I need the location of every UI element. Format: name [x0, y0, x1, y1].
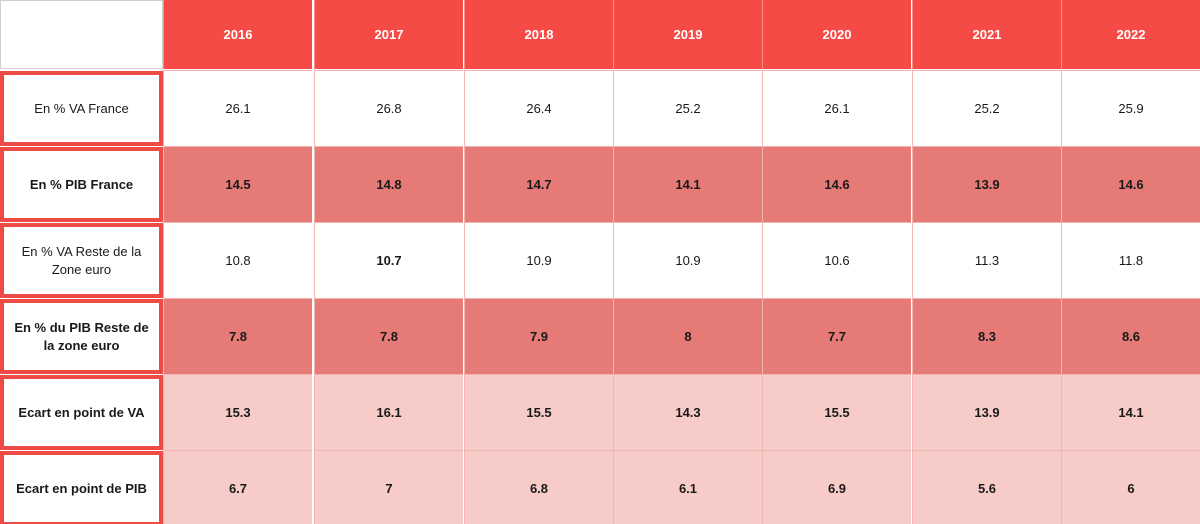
table-cell: 10.8	[163, 222, 312, 299]
table-cell: 26.4	[464, 70, 613, 147]
row-label: Ecart en point de VA	[0, 375, 163, 450]
table-cell: 14.3	[613, 374, 762, 451]
table-cell: 16.1	[314, 374, 463, 451]
table-cell: 25.2	[912, 70, 1061, 147]
table-cell: 14.5	[163, 146, 312, 223]
column-header-2021: 2021	[912, 0, 1061, 69]
table-cell: 11.3	[912, 222, 1061, 299]
table-cell: 14.1	[1061, 374, 1200, 451]
row-label: Ecart en point de PIB	[0, 451, 163, 524]
table-cell: 7.8	[163, 298, 312, 375]
table-cell: 10.9	[613, 222, 762, 299]
table-cell: 5.6	[912, 450, 1061, 524]
table-cell: 15.3	[163, 374, 312, 451]
table-cell: 7.8	[314, 298, 463, 375]
column-header-2017: 2017	[314, 0, 463, 69]
table-cell: 14.1	[613, 146, 762, 223]
row-label: En % du PIB Reste de la zone euro	[0, 299, 163, 374]
column-header-2019: 2019	[613, 0, 762, 69]
table-cell: 7.9	[464, 298, 613, 375]
table-cell: 6.1	[613, 450, 762, 524]
table-cell: 26.8	[314, 70, 463, 147]
table-cell: 7.7	[762, 298, 911, 375]
table-cell: 11.8	[1061, 222, 1200, 299]
table-cell: 25.2	[613, 70, 762, 147]
table-cell: 14.7	[464, 146, 613, 223]
row-label: En % PIB France	[0, 147, 163, 222]
table-cell: 6.8	[464, 450, 613, 524]
table-cell: 26.1	[163, 70, 312, 147]
table-cell: 6	[1061, 450, 1200, 524]
column-header-2018: 2018	[464, 0, 613, 69]
table-cell: 8.3	[912, 298, 1061, 375]
table-cell: 14.6	[762, 146, 911, 223]
table-cell: 6.9	[762, 450, 911, 524]
table-cell: 7	[314, 450, 463, 524]
table-cell: 15.5	[464, 374, 613, 451]
table-cell: 8	[613, 298, 762, 375]
table-cell: 14.6	[1061, 146, 1200, 223]
table-cell: 25.9	[1061, 70, 1200, 147]
table-cell: 10.7	[314, 222, 463, 299]
table-cell: 14.8	[314, 146, 463, 223]
table-cell: 13.9	[912, 146, 1061, 223]
table-cell: 8.6	[1061, 298, 1200, 375]
row-label: En % VA France	[0, 71, 163, 146]
table-cell: 10.9	[464, 222, 613, 299]
table-cell: 26.1	[762, 70, 911, 147]
column-header-2016: 2016	[163, 0, 312, 69]
column-header-2022: 2022	[1061, 0, 1200, 69]
row-label: En % VA Reste de la Zone euro	[0, 223, 163, 298]
table-cell: 13.9	[912, 374, 1061, 451]
corner-cell	[0, 0, 163, 69]
table-cell: 15.5	[762, 374, 911, 451]
column-header-2020: 2020	[762, 0, 911, 69]
table-cell: 6.7	[163, 450, 312, 524]
table-cell: 10.6	[762, 222, 911, 299]
